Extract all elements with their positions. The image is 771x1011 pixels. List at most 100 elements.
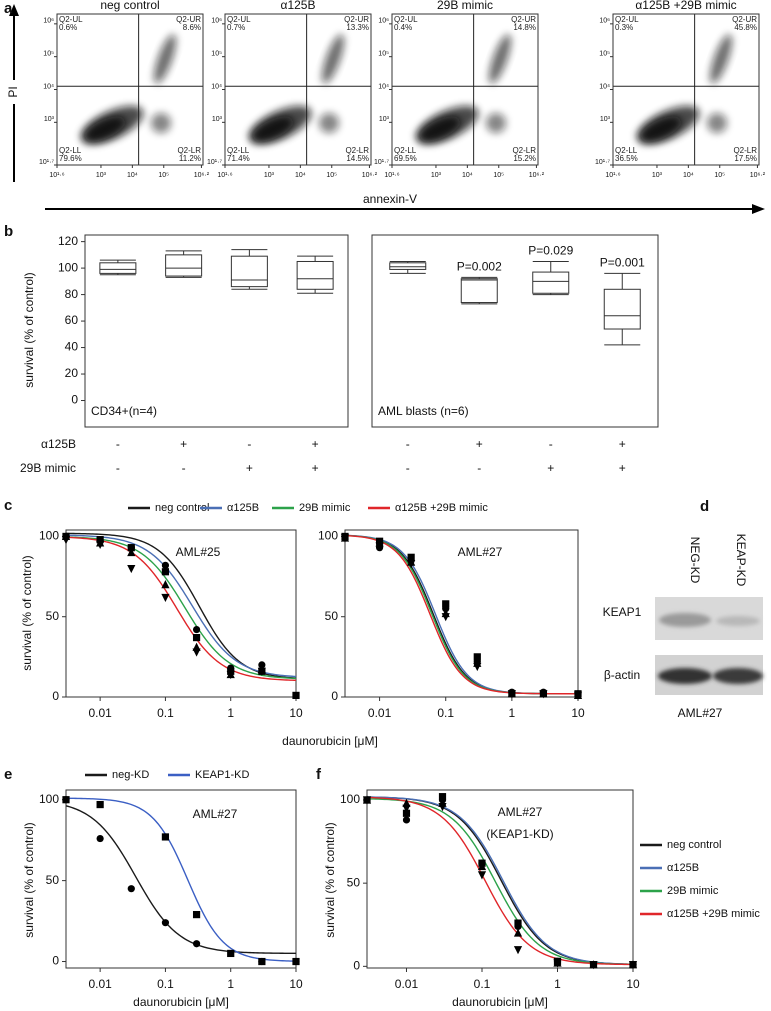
y-tick-label: 120 (58, 234, 78, 248)
x-tick-label: 10¹·⁶ (49, 172, 64, 179)
data-point (407, 553, 415, 561)
data-point (192, 940, 201, 948)
x-tick-label: 10⁵ (158, 172, 169, 179)
quadrant-name: Q2-UR (344, 15, 369, 24)
data-point (226, 670, 235, 680)
quadrant-value: 79.6% (59, 154, 82, 163)
y-tick-label: 10³ (600, 116, 611, 123)
x-tick-label: 10⁶·² (362, 172, 378, 179)
data-point (507, 690, 516, 699)
annotation: P=0.002 (457, 260, 502, 274)
data-point (441, 613, 450, 622)
data-point (127, 547, 136, 557)
data-point (161, 919, 170, 927)
box (165, 254, 203, 277)
x-tick-label: 10⁴ (683, 172, 694, 179)
legend-label: α125B +29B mimic (667, 908, 760, 920)
treatment-mark: - (406, 437, 410, 451)
y-tick-label: 10⁵ (599, 51, 610, 58)
data-point (62, 796, 70, 804)
data-point (127, 544, 135, 552)
quadrant-name: Q2-LL (227, 146, 250, 155)
y-axis-label: survival (% of control) (22, 272, 36, 387)
data-point (161, 579, 170, 589)
quadrant-value: 14.5% (346, 154, 369, 163)
quadrant-value: 15.2% (513, 154, 536, 163)
density-cloud (419, 116, 461, 142)
density-cloud (321, 34, 345, 84)
x-tick-label: 10⁶·² (529, 172, 545, 179)
plot-frame (371, 234, 659, 428)
x-tick-label: 0.01 (88, 706, 112, 720)
box (460, 278, 498, 304)
blot-band (658, 668, 712, 684)
x-tick-label: 1 (509, 706, 516, 720)
y-tick-label: 10¹·⁷ (207, 159, 222, 166)
data-point (362, 796, 372, 805)
quadrant-name: Q2-UL (615, 15, 639, 24)
y-tick-label: 10⁶ (43, 18, 54, 25)
y-tick-label: 100 (39, 792, 59, 806)
panel-letter: c (4, 497, 12, 514)
treatment-mark: - (549, 437, 553, 451)
y-tick-label: 0 (331, 689, 338, 703)
quadrant-value: 36.5% (615, 154, 638, 163)
blot-band (713, 668, 763, 684)
quadrant-value: 69.5% (394, 154, 417, 163)
quadrant-value: 0.4% (394, 23, 412, 32)
row-label: KEAP1 (603, 605, 642, 619)
data-point (438, 803, 447, 812)
quadrant-value: 13.3% (346, 23, 369, 32)
x-tick-label: 1 (554, 977, 561, 991)
plot-label: AML#27 (498, 805, 543, 819)
plot-frame (56, 13, 204, 166)
x-tick-label: 10⁵ (714, 172, 725, 179)
legend-label: neg control (667, 839, 721, 851)
plot-title: neg control (100, 0, 159, 12)
density-cloud (488, 34, 512, 84)
legend-label: α125B +29B mimic (395, 502, 488, 514)
data-point (227, 949, 235, 958)
x-tick-label: 0.1 (157, 706, 174, 720)
x-axis-label: daunorubicin [μM] (452, 995, 548, 1009)
x-tick-label: 10³ (264, 172, 275, 179)
x-tick-label: 0.01 (88, 977, 112, 991)
y-tick-label: 50 (46, 873, 60, 887)
density-cloud (709, 34, 733, 84)
box (603, 288, 641, 330)
treatment-mark: + (547, 461, 554, 475)
treatment-mark: - (247, 437, 251, 451)
y-tick-label: 10⁶ (211, 18, 222, 25)
fit-curve (65, 797, 297, 962)
data-point (539, 690, 548, 699)
y-tick-label: 80 (65, 287, 79, 301)
data-point (477, 871, 487, 880)
data-point (514, 919, 522, 927)
x-tick-label: 1 (227, 977, 234, 991)
plot-frame (84, 234, 349, 428)
quadrant-name: Q2-LR (512, 146, 536, 155)
quadrant-name: Q2-UL (59, 15, 83, 24)
density-cloud (640, 116, 682, 142)
box (99, 262, 137, 274)
western-blot (655, 597, 763, 695)
legend-label: KEAP1-KD (195, 769, 249, 781)
x-tick-label: 10¹·⁶ (605, 172, 620, 179)
quadrant-name: Q2-UR (511, 15, 536, 24)
y-tick-label: 40 (65, 340, 79, 354)
y-tick-label: 10¹·⁷ (374, 159, 389, 166)
y-axis-label: survival (% of control) (22, 822, 36, 937)
legend-label: α125B (227, 502, 259, 514)
density-cloud (84, 116, 126, 142)
data-point (513, 946, 523, 955)
fit-curve (344, 534, 578, 695)
data-point (192, 648, 201, 657)
group-label: AML blasts (n=6) (378, 404, 469, 418)
data-point (192, 911, 201, 919)
row-label: β-actin (604, 668, 640, 682)
data-point (402, 804, 411, 813)
treatment-mark: - (477, 461, 481, 475)
data-point (438, 793, 447, 801)
